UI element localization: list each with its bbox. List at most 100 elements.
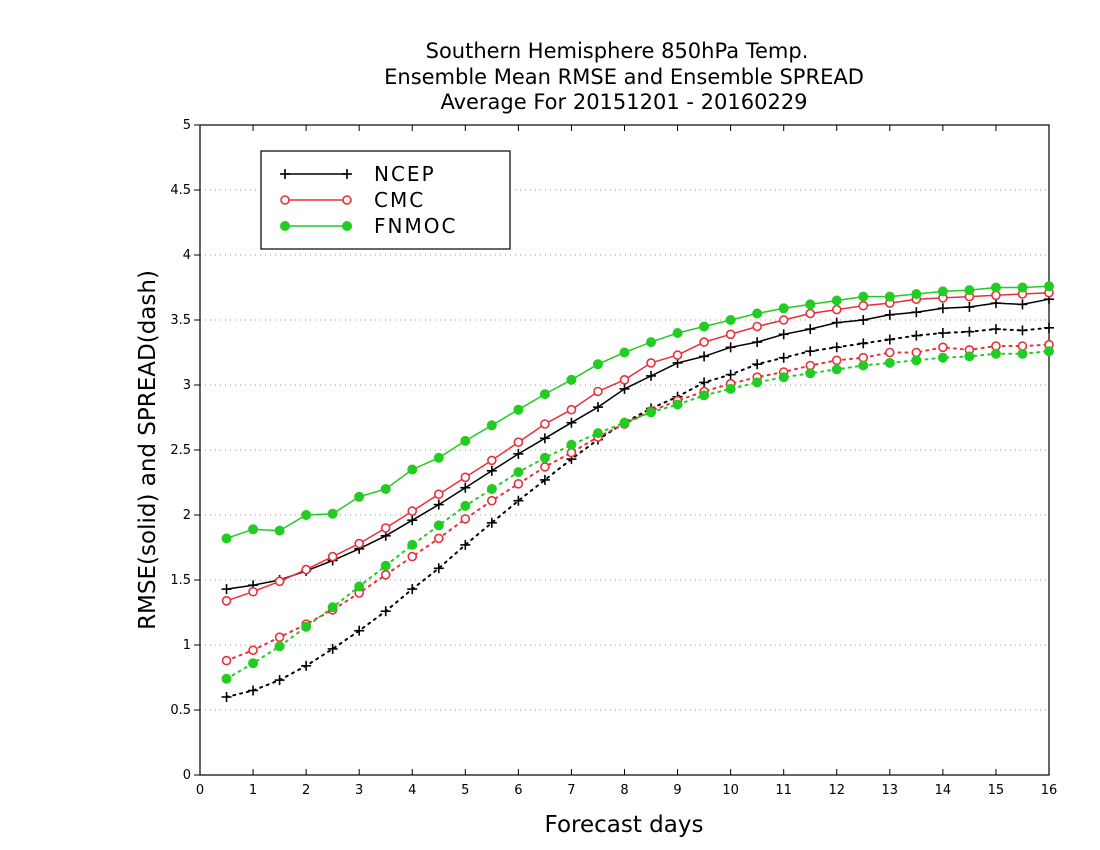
data-point-plus bbox=[342, 169, 352, 179]
series-line-ncep-rmse bbox=[226, 298, 1050, 590]
data-point-open-circle bbox=[460, 514, 471, 524]
series-line-ncep-spread bbox=[225, 326, 1050, 698]
x-tick-label: 0 bbox=[196, 783, 204, 798]
data-point-open-circle bbox=[342, 195, 352, 205]
data-point-plus bbox=[778, 329, 789, 340]
data-point-open-circle bbox=[566, 404, 577, 415]
data-point-plus bbox=[646, 370, 657, 381]
x-axis-label: Forecast days bbox=[545, 812, 704, 838]
data-point-plus bbox=[884, 309, 895, 320]
data-point-plus bbox=[725, 369, 736, 380]
data-point-plus bbox=[964, 302, 975, 312]
data-point-filled-circle bbox=[513, 467, 524, 478]
data-point-open-circle bbox=[831, 304, 842, 315]
y-axis: 0 0.5 1 1.5 2 2.5 3 3.5 4 4.5 5 bbox=[170, 118, 200, 783]
data-point-open-circle bbox=[699, 337, 709, 347]
legend-label: NCEP bbox=[374, 162, 436, 186]
data-point-plus bbox=[407, 515, 418, 526]
data-point-open-circle bbox=[646, 358, 656, 368]
data-point-filled-circle bbox=[566, 374, 577, 385]
data-point-open-circle bbox=[301, 564, 311, 575]
data-point-filled-circle bbox=[248, 524, 259, 535]
data-point-filled-circle bbox=[752, 308, 763, 319]
data-point-filled-circle bbox=[407, 539, 418, 550]
data-point-open-circle bbox=[938, 342, 948, 353]
series-cmc-rmse bbox=[221, 287, 1054, 606]
data-point-filled-circle bbox=[566, 439, 577, 450]
data-point-filled-circle bbox=[433, 452, 444, 463]
data-point-open-circle bbox=[513, 478, 524, 489]
data-point-plus bbox=[280, 169, 290, 179]
data-point-filled-circle bbox=[778, 303, 789, 314]
y-tick-label: 1 bbox=[183, 638, 191, 653]
data-point-filled-circle bbox=[433, 520, 444, 531]
data-point-filled-circle bbox=[884, 291, 895, 302]
x-tick-label: 10 bbox=[722, 783, 739, 798]
data-point-plus bbox=[1044, 322, 1054, 333]
series-layer bbox=[221, 281, 1054, 702]
data-point-open-circle bbox=[380, 569, 391, 580]
series-fnmoc-spread bbox=[221, 346, 1054, 684]
series-ncep-spread bbox=[221, 322, 1054, 702]
data-point-filled-circle bbox=[619, 417, 630, 428]
data-point-plus bbox=[566, 417, 577, 428]
data-point-plus bbox=[460, 539, 471, 550]
legend-label: CMC bbox=[374, 188, 425, 212]
data-point-filled-circle bbox=[699, 321, 710, 332]
data-point-plus bbox=[884, 334, 895, 345]
data-point-filled-circle bbox=[1044, 281, 1054, 292]
data-point-plus bbox=[221, 584, 232, 595]
data-point-filled-circle bbox=[646, 337, 657, 348]
data-point-plus bbox=[831, 342, 842, 353]
data-point-open-circle bbox=[593, 386, 603, 397]
data-point-plus bbox=[539, 433, 550, 444]
data-point-plus bbox=[619, 383, 630, 394]
data-point-open-circle bbox=[327, 551, 338, 562]
data-point-filled-circle bbox=[725, 315, 736, 325]
data-point-filled-circle bbox=[592, 359, 603, 370]
data-point-filled-circle bbox=[301, 510, 312, 520]
data-point-filled-circle bbox=[990, 348, 1001, 359]
data-point-filled-circle bbox=[354, 491, 365, 502]
data-point-open-circle bbox=[433, 489, 444, 500]
data-point-filled-circle bbox=[486, 420, 497, 431]
data-point-filled-circle bbox=[1044, 346, 1054, 357]
y-tick-label: 1.5 bbox=[170, 573, 191, 588]
data-point-open-circle bbox=[487, 495, 497, 506]
data-point-filled-circle bbox=[248, 658, 259, 669]
x-tick-label: 8 bbox=[620, 783, 628, 798]
data-point-filled-circle bbox=[1017, 282, 1028, 293]
data-point-plus bbox=[513, 448, 524, 459]
data-point-filled-circle bbox=[539, 389, 550, 400]
data-point-filled-circle bbox=[342, 221, 352, 231]
x-tick-label: 5 bbox=[461, 783, 469, 798]
x-axis: 0 1 2 3 4 5 6 7 8 9 10 11 12 13 14 15 16 bbox=[196, 125, 1057, 798]
x-tick-label: 2 bbox=[302, 783, 310, 798]
data-point-filled-circle bbox=[274, 641, 285, 652]
data-point-open-circle bbox=[380, 523, 391, 533]
data-point-plus bbox=[937, 328, 948, 338]
data-point-filled-circle bbox=[937, 286, 948, 297]
x-tick-label: 1 bbox=[249, 783, 257, 798]
data-point-filled-circle bbox=[725, 383, 736, 394]
data-point-plus bbox=[752, 337, 763, 348]
data-point-plus bbox=[513, 495, 524, 506]
y-axis-label: RMSE(solid) and SPREAD(dash) bbox=[135, 270, 161, 630]
data-point-filled-circle bbox=[937, 352, 948, 363]
data-point-filled-circle bbox=[858, 291, 869, 302]
data-point-plus bbox=[699, 377, 710, 388]
y-tick-label: 4 bbox=[183, 248, 191, 263]
data-point-plus bbox=[937, 303, 948, 314]
data-point-open-circle bbox=[407, 506, 418, 516]
data-point-filled-circle bbox=[354, 581, 365, 592]
data-point-open-circle bbox=[725, 329, 736, 340]
data-point-open-circle bbox=[248, 586, 258, 597]
series-line-fnmoc-rmse bbox=[226, 285, 1050, 540]
data-point-plus bbox=[327, 643, 338, 654]
data-point-open-circle bbox=[460, 472, 471, 483]
data-point-filled-circle bbox=[380, 484, 391, 494]
data-point-filled-circle bbox=[672, 328, 683, 338]
data-point-filled-circle bbox=[221, 673, 232, 684]
